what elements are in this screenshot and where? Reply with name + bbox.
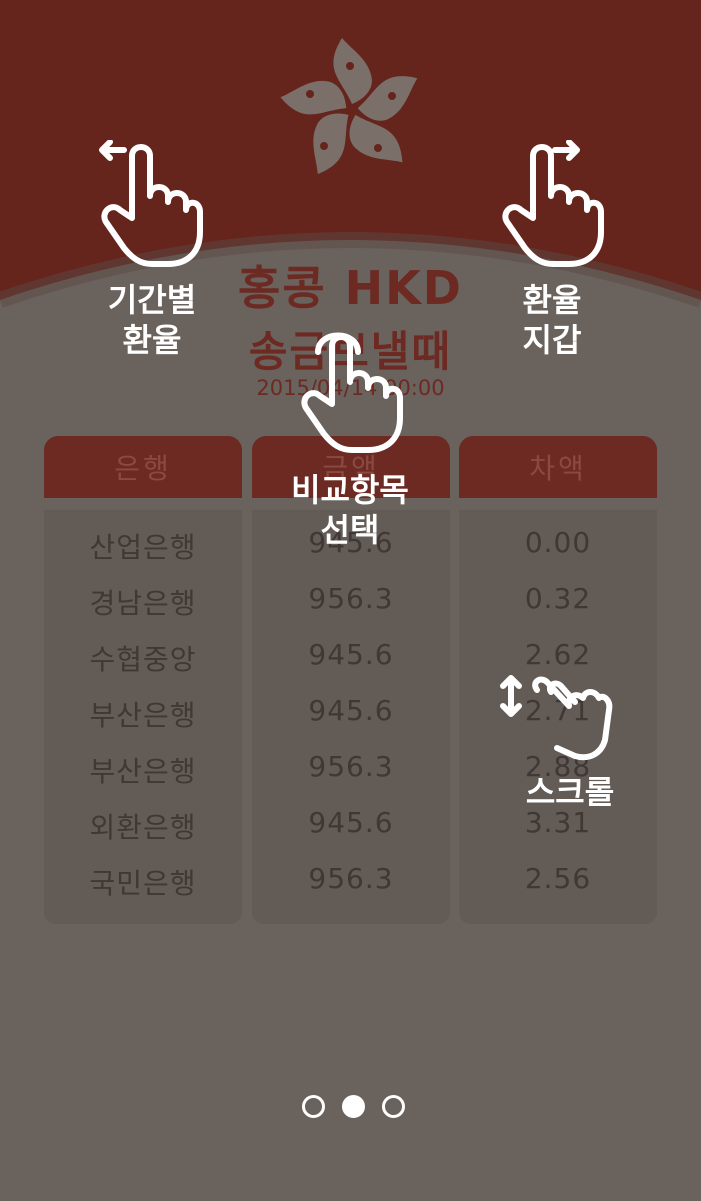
diff-value: 0.00: [524, 526, 592, 559]
amount-value: 956.3: [308, 862, 394, 895]
diff-value: 3.31: [524, 806, 592, 839]
bank-name: 국민은행: [89, 867, 197, 900]
tap-hand-icon: [301, 332, 403, 453]
page-indicator-dot-2[interactable]: [342, 1095, 365, 1118]
page-indicator-dot-1[interactable]: [302, 1095, 325, 1118]
column-header-bank[interactable]: 은행: [44, 436, 242, 498]
bauhinia-emblem-icon: [277, 38, 427, 181]
amount-value: 945.6: [308, 526, 394, 559]
bank-name: 수협중앙: [89, 643, 197, 676]
bank-name: 부산은행: [89, 699, 197, 732]
diff-value: 0.32: [524, 582, 592, 615]
amount-value: 945.6: [308, 638, 394, 671]
amount-column: [252, 510, 450, 924]
column-header-diff[interactable]: 차액: [459, 436, 657, 498]
bank-name: 부산은행: [89, 755, 197, 788]
diff-column: [459, 510, 657, 924]
amount-value: 945.6: [308, 694, 394, 727]
column-header-amount[interactable]: 금액: [252, 436, 450, 498]
currency-title: 홍콩 HKD: [238, 261, 463, 315]
page-indicator-dot-3[interactable]: [382, 1095, 405, 1118]
amount-value: 956.3: [308, 750, 394, 783]
scroll-hand-icon: [500, 675, 613, 761]
hint-rate-wallet: 환율 지갑: [522, 281, 582, 359]
swipe-right-hand-icon: [502, 140, 604, 267]
amount-value: 945.6: [308, 806, 394, 839]
diff-value: 2.71: [524, 694, 592, 727]
bank-column: [44, 510, 242, 924]
hint-scroll: 스크롤: [525, 773, 615, 811]
amount-value: 956.3: [308, 582, 394, 615]
hint-period-rate: 기간별 환율: [107, 281, 197, 359]
bank-name: 경남은행: [89, 587, 197, 620]
bank-name: 산업은행: [89, 531, 197, 564]
hint-select-compare: 비교항목 선택: [291, 471, 409, 549]
bank-name: 외환은행: [89, 811, 197, 844]
diff-value: 2.62: [524, 638, 592, 671]
diff-value: 2.56: [524, 862, 592, 895]
swipe-left-hand-icon: [99, 140, 203, 267]
